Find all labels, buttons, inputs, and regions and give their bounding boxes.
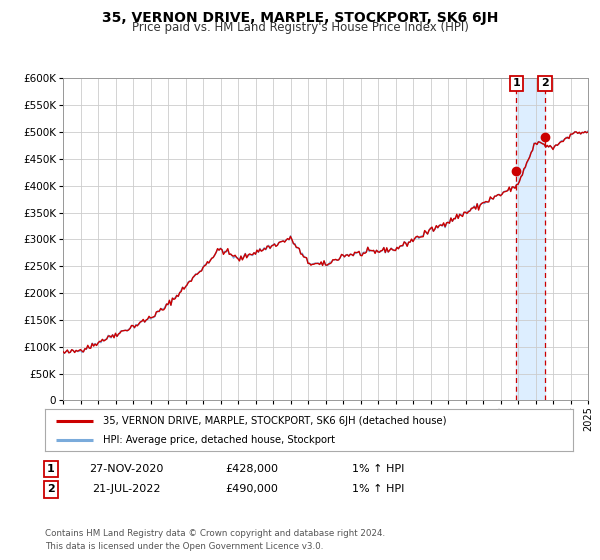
Text: Price paid vs. HM Land Registry's House Price Index (HPI): Price paid vs. HM Land Registry's House … [131, 21, 469, 34]
Text: 1: 1 [512, 78, 520, 88]
Text: 1% ↑ HPI: 1% ↑ HPI [352, 484, 404, 494]
Text: 35, VERNON DRIVE, MARPLE, STOCKPORT, SK6 6JH: 35, VERNON DRIVE, MARPLE, STOCKPORT, SK6… [102, 11, 498, 25]
Text: 27-NOV-2020: 27-NOV-2020 [89, 464, 163, 474]
Bar [517, 78, 545, 400]
Text: £428,000: £428,000 [226, 464, 278, 474]
Text: 2: 2 [47, 484, 55, 494]
Text: 2: 2 [541, 78, 549, 88]
Text: 35, VERNON DRIVE, MARPLE, STOCKPORT, SK6 6JH (detached house): 35, VERNON DRIVE, MARPLE, STOCKPORT, SK6… [103, 416, 446, 426]
Text: Contains HM Land Registry data © Crown copyright and database right 2024.: Contains HM Land Registry data © Crown c… [45, 529, 385, 538]
Text: HPI: Average price, detached house, Stockport: HPI: Average price, detached house, Stoc… [103, 435, 335, 445]
Text: This data is licensed under the Open Government Licence v3.0.: This data is licensed under the Open Gov… [45, 542, 323, 550]
Text: 1: 1 [47, 464, 55, 474]
Text: £490,000: £490,000 [226, 484, 278, 494]
Text: 1% ↑ HPI: 1% ↑ HPI [352, 464, 404, 474]
Text: 21-JUL-2022: 21-JUL-2022 [92, 484, 160, 494]
